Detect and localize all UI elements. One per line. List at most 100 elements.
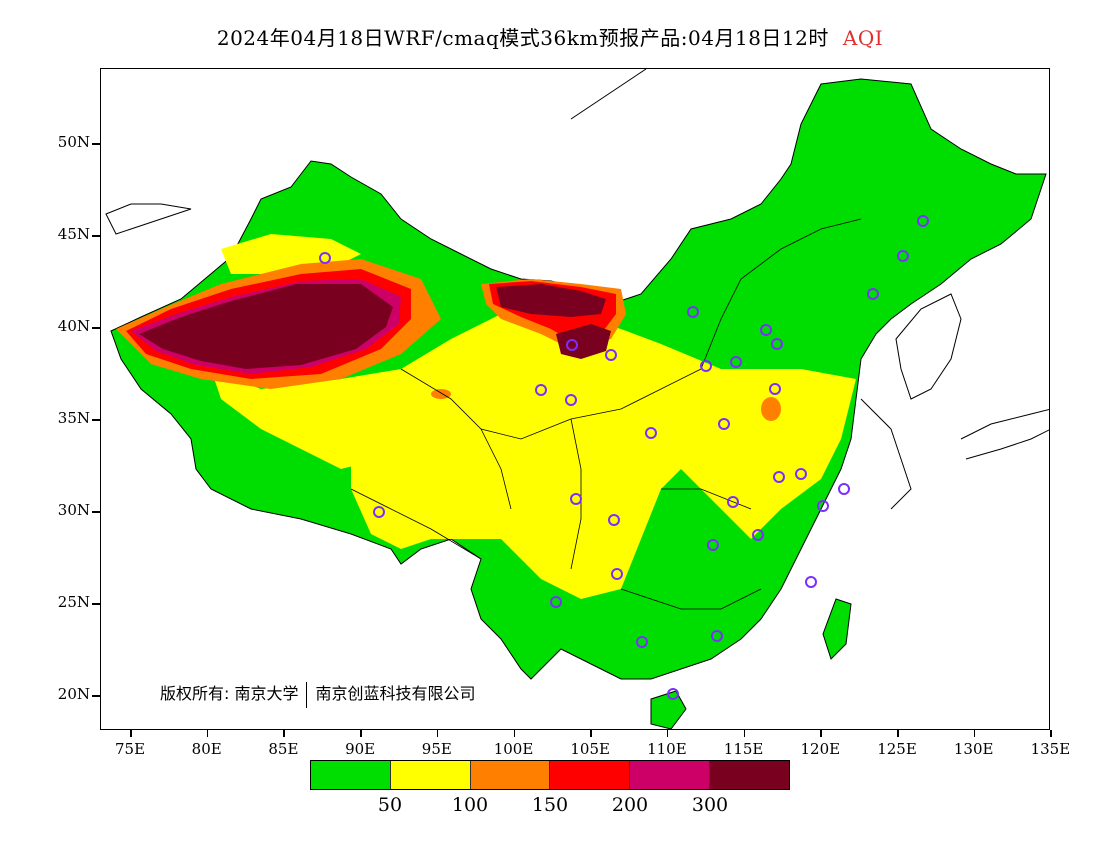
- korea-outline: [895, 293, 962, 400]
- station-marker: [550, 596, 562, 608]
- longitude-tick-mark: [436, 730, 439, 737]
- latitude-tick-label: 50N: [57, 133, 90, 151]
- station-marker: [319, 252, 331, 264]
- longitude-tick-label: 110E: [647, 740, 687, 758]
- copyright-org: 南京创蓝科技有限公司: [315, 684, 476, 703]
- taiwan-island: [822, 598, 852, 660]
- longitude-tick-label: 85E: [268, 740, 299, 758]
- station-marker: [805, 576, 817, 588]
- legend-threshold-label: 150: [531, 794, 569, 816]
- station-marker: [667, 688, 679, 700]
- orange-spot-qinghai: [431, 389, 451, 399]
- station-marker: [917, 215, 929, 227]
- station-marker: [718, 418, 730, 430]
- longitude-tick-label: 115E: [723, 740, 764, 758]
- station-marker: [373, 506, 385, 518]
- longitude-tick-label: 125E: [877, 740, 917, 758]
- copyright-notice: 版权所有: 南京大学 南京创蓝科技有限公司: [160, 680, 476, 708]
- maroon-zone-taklimakan: [139, 284, 393, 369]
- station-marker: [760, 324, 772, 336]
- longitude-tick-mark: [130, 730, 132, 737]
- japan-outline: [960, 408, 1049, 460]
- hainan-island: [650, 690, 687, 729]
- orange-spot-shandong: [761, 397, 781, 421]
- longitude-tick-mark: [820, 730, 822, 737]
- legend-threshold-label: 300: [691, 794, 729, 816]
- station-marker: [565, 394, 577, 406]
- station-marker: [570, 493, 582, 505]
- province-boundaries: [350, 218, 862, 610]
- latitude-tick-mark: [92, 143, 100, 145]
- latitude-tick-label: 35N: [57, 409, 90, 427]
- longitude-tick-mark: [1050, 730, 1052, 737]
- station-marker: [700, 360, 712, 372]
- map-title: 2024年04月18日WRF/cmaq模式36km预报产品:04月18日12时 A…: [0, 22, 1100, 51]
- latitude-tick-label: 30N: [57, 501, 90, 519]
- legend-swatch: [710, 761, 789, 789]
- longitude-tick-mark: [206, 730, 209, 737]
- longitude-tick-label: 90E: [345, 740, 376, 758]
- station-marker: [636, 636, 648, 648]
- latitude-tick-label: 25N: [57, 593, 90, 611]
- station-marker: [707, 539, 719, 551]
- latitude-tick-mark: [92, 695, 100, 697]
- longitude-tick-label: 120E: [800, 740, 841, 758]
- legend-threshold-label: 200: [611, 794, 649, 816]
- longitude-tick-mark: [666, 730, 669, 737]
- longitude-tick-mark: [360, 730, 362, 737]
- station-marker: [727, 496, 739, 508]
- copyright-separator: [306, 681, 308, 708]
- station-marker: [687, 306, 699, 318]
- legend-swatch: [390, 761, 471, 789]
- latitude-tick-label: 20N: [57, 685, 90, 703]
- aqi-legend: [310, 760, 790, 790]
- latitude-tick-label: 40N: [57, 317, 90, 335]
- map-frame: [100, 68, 1050, 730]
- title-text: 2024年04月18日WRF/cmaq模式36km预报产品:04月18日12时: [216, 26, 829, 50]
- longitude-tick-label: 95E: [421, 740, 452, 758]
- station-marker: [566, 339, 578, 351]
- maroon-zone-innermongolia: [496, 284, 606, 317]
- longitude-tick-mark: [513, 730, 515, 737]
- pollutant-label: AQI: [842, 26, 884, 50]
- longitude-tick-label: 80E: [191, 740, 222, 758]
- station-marker: [608, 514, 620, 526]
- station-marker: [838, 483, 850, 495]
- station-marker: [769, 383, 781, 395]
- station-marker: [535, 384, 547, 396]
- longitude-tick-mark: [590, 730, 592, 737]
- longitude-tick-mark: [973, 730, 976, 737]
- legend-swatch: [550, 761, 631, 789]
- neighbour-coastline: [570, 69, 912, 510]
- latitude-tick-mark: [92, 603, 100, 605]
- legend-swatch: [630, 761, 711, 789]
- station-marker: [795, 468, 807, 480]
- station-marker: [645, 427, 657, 439]
- station-marker: [867, 288, 879, 300]
- latitude-tick-mark: [92, 511, 100, 513]
- longitude-tick-mark: [283, 730, 285, 737]
- longitude-tick-mark: [743, 730, 746, 737]
- station-marker: [773, 471, 785, 483]
- legend-threshold-label: 100: [451, 794, 489, 816]
- longitude-tick-label: 105E: [570, 740, 610, 758]
- yellow-zone-west: [211, 359, 461, 469]
- station-marker: [611, 568, 623, 580]
- station-marker: [771, 338, 783, 350]
- station-marker: [711, 630, 723, 642]
- station-marker: [817, 500, 829, 512]
- kazakh-lake: [105, 203, 192, 235]
- longitude-tick-label: 75E: [114, 740, 146, 758]
- station-markers: [319, 215, 929, 700]
- legend-swatch: [470, 761, 551, 789]
- longitude-tick-label: 100E: [493, 740, 534, 758]
- station-marker: [730, 356, 742, 368]
- legend-swatch: [311, 761, 391, 789]
- latitude-tick-mark: [92, 419, 100, 421]
- copyright-prefix: 版权所有: 南京大学: [160, 684, 299, 703]
- latitude-tick-mark: [92, 327, 100, 329]
- station-marker: [897, 250, 909, 262]
- legend-threshold-label: 50: [377, 794, 403, 816]
- yellow-zone: [341, 309, 856, 599]
- longitude-tick-label: 135E: [1030, 740, 1071, 758]
